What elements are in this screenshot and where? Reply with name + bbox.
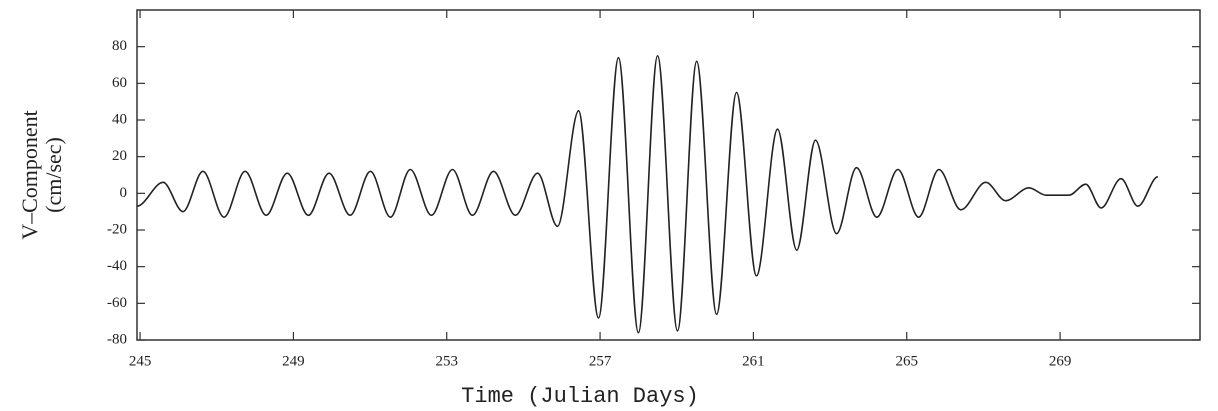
- y-axis-label: V–Component: [17, 110, 42, 240]
- y-tick-label: -20: [107, 221, 127, 237]
- y-axis-label: (cm/sec): [41, 137, 66, 213]
- x-tick-label: 257: [589, 353, 612, 369]
- data-line: [136, 55, 1159, 334]
- y-tick-label: -80: [107, 331, 127, 347]
- x-tick-label: 245: [129, 353, 152, 369]
- x-tick-label: 249: [282, 353, 305, 369]
- y-tick-label: -40: [107, 258, 127, 274]
- y-tick-label: -60: [107, 295, 127, 311]
- x-axis-label: Time (Julian Days): [461, 384, 699, 409]
- x-tick-label: 265: [895, 353, 918, 369]
- plot-frame: [136, 9, 1201, 341]
- x-tick-label: 261: [742, 353, 765, 369]
- x-tick-label: 253: [435, 353, 458, 369]
- x-tick-label: 269: [1049, 353, 1072, 369]
- y-tick-label: 60: [112, 75, 127, 91]
- y-tick-label: 80: [112, 38, 127, 54]
- y-tick-label: 40: [112, 111, 127, 127]
- y-tick-label: 20: [112, 148, 127, 164]
- y-tick-label: 0: [120, 185, 128, 201]
